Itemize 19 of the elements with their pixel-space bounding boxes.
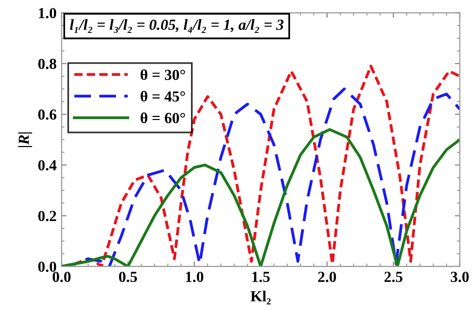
y-tick-label: 0.0	[38, 262, 56, 272]
x-tick-label: 2.5	[384, 272, 402, 282]
legend-label: θ = 30°	[140, 69, 185, 80]
x-tick-label: 0.5	[119, 272, 137, 282]
x-tick-label: 1.5	[252, 272, 270, 282]
x-tick-label: 0.0	[52, 272, 71, 282]
y-tick-label: 0.8	[38, 58, 56, 70]
y-tick-label: 0.2	[38, 210, 56, 222]
y-tick-label: 1.0	[38, 8, 56, 18]
x-tick-label: 1.0	[186, 272, 204, 282]
legend-label: θ = 45°	[140, 90, 185, 102]
x-axis-title: Kl₂	[250, 290, 271, 304]
y-axis-title: |R|	[18, 132, 32, 148]
legend-label: θ = 60°	[140, 112, 185, 124]
y-tick-label: 0.4	[38, 160, 56, 171]
x-tick-label: 2.0	[318, 272, 336, 282]
x-tick-label: 3.0	[450, 272, 469, 282]
y-tick-label: 0.6	[38, 109, 56, 120]
annotation: l₁/l₂ = l₃/l₂ = 0.05, l₄/l₂ = 1, a/l₂ = 3	[70, 19, 284, 34]
